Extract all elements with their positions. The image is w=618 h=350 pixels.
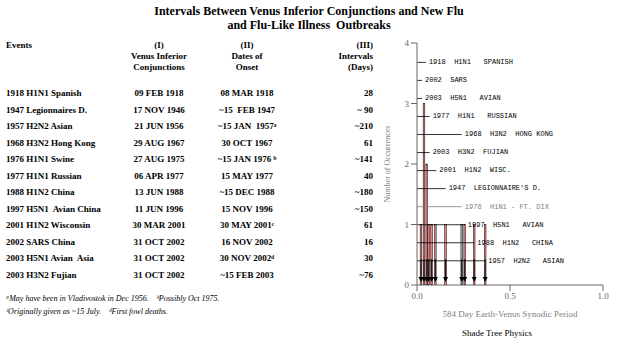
html-text:31 OCT 2002: 31 OCT 2002 xyxy=(133,236,185,247)
html-text:30 MAY 2001ᶜ: 30 MAY 2001ᶜ xyxy=(219,220,275,230)
svg-text:1947 LEGIONNAIRE'S D.: 1947 LEGIONNAIRE'S D. xyxy=(449,184,541,192)
html-text:~ 90: ~ 90 xyxy=(357,104,373,115)
html-text:Venus Inferior: Venus Inferior xyxy=(131,51,187,61)
svg-text:2002 SARS: 2002 SARS xyxy=(425,76,467,84)
svg-text:0.0: 0.0 xyxy=(411,291,423,301)
html-text:31 OCT 2002: 31 OCT 2002 xyxy=(133,269,185,280)
html-text:13 JUN 1988: 13 JUN 1988 xyxy=(134,187,184,197)
html-text:30 MAR 2001: 30 MAR 2001 xyxy=(132,220,186,230)
html-text:16 NOV 2002: 16 NOV 2002 xyxy=(221,236,273,247)
svg-text:0.5: 0.5 xyxy=(504,291,516,301)
html-text:27 AUG 1975: 27 AUG 1975 xyxy=(133,154,185,164)
svg-text:2003 H3N2 FUJIAN: 2003 H3N2 FUJIAN xyxy=(433,148,509,156)
html-text:17 NOV 1946: 17 NOV 1946 xyxy=(133,104,185,115)
html-text:~15 DEC 1988: ~15 DEC 1988 xyxy=(219,187,275,197)
html-text:(III): (III) xyxy=(356,40,373,50)
html-text:21 JUN 1956: 21 JUN 1956 xyxy=(134,121,184,131)
html-text:30 NOV 2002ᵈ: 30 NOV 2002ᵈ xyxy=(219,253,275,263)
svg-text:1.0: 1.0 xyxy=(597,291,609,301)
html-text:~76: ~76 xyxy=(359,269,373,280)
html-text:ᵃMay have been in Vladivostok: ᵃMay have been in Vladivostok in Dec 195… xyxy=(6,294,220,303)
html-text:1976 H1N1 Swine: 1976 H1N1 Swine xyxy=(6,154,74,164)
html-text:61: 61 xyxy=(364,137,373,148)
html-text:(II): (II) xyxy=(240,40,254,50)
html-text:61: 61 xyxy=(364,220,373,230)
html-text:1988 H1N2 China: 1988 H1N2 China xyxy=(6,187,75,197)
html-text:09 FEB 1918: 09 FEB 1918 xyxy=(134,88,184,98)
svg-text:3: 3 xyxy=(405,99,410,109)
html-text:08 MAR 1918: 08 MAR 1918 xyxy=(220,88,274,98)
html-text:Events: Events xyxy=(6,40,32,50)
html-text:15 NOV 1996: 15 NOV 1996 xyxy=(221,203,273,214)
svg-text:2001 H1N2 WISC.: 2001 H1N2 WISC. xyxy=(439,166,510,174)
svg-text:2003 H5N1 AVIAN: 2003 H5N1 AVIAN xyxy=(425,94,501,102)
html-text:31 OCT 2002: 31 OCT 2002 xyxy=(133,253,185,263)
html-text:29 AUG 1967: 29 AUG 1967 xyxy=(133,137,185,148)
html-text:~210: ~210 xyxy=(354,121,373,131)
html-text:1918 H1N1 Spanish: 1918 H1N1 Spanish xyxy=(6,88,82,98)
html-text:2003 H3N2 Fujian: 2003 H3N2 Fujian xyxy=(6,269,77,280)
svg-text:1957 H2N2 ASIAN: 1957 H2N2 ASIAN xyxy=(488,257,564,265)
html-text:and Flu-Like Illness Outbreaks: and Flu-Like Illness Outbreaks xyxy=(227,18,391,32)
svg-text:1: 1 xyxy=(405,220,410,230)
svg-text:Number of Occurrences: Number of Occurrences xyxy=(383,126,392,203)
svg-text:584 Day Earth-Venus Synodic Pe: 584 Day Earth-Venus Synodic Period xyxy=(443,309,578,319)
html-text:~141: ~141 xyxy=(354,154,373,164)
html-text:2002 SARS China: 2002 SARS China xyxy=(6,236,75,247)
html-text:ᶜOriginally given as ~15 July.: ᶜOriginally given as ~15 July. ᵈFirst fo… xyxy=(6,307,168,316)
html-text:1977 H1N1 Russian: 1977 H1N1 Russian xyxy=(6,170,82,181)
svg-text:1988 H1N2 CHINA: 1988 H1N2 CHINA xyxy=(477,239,553,247)
svg-text:1997 H5N1 AVIAN: 1997 H5N1 AVIAN xyxy=(468,221,544,229)
html-text:Dates of: Dates of xyxy=(231,51,263,61)
html-text:(I): (I) xyxy=(154,40,164,50)
svg-text:1977 H1N1 RUSSIAN: 1977 H1N1 RUSSIAN xyxy=(433,112,517,120)
html-text:15 MAY 1977: 15 MAY 1977 xyxy=(221,170,273,181)
svg-text:1918 H1N1 SPANISH: 1918 H1N1 SPANISH xyxy=(429,58,513,66)
html-text:Onset: Onset xyxy=(235,62,259,72)
html-text:~150: ~150 xyxy=(354,203,373,214)
html-text:40: 40 xyxy=(364,170,373,181)
html-text:1957 H2N2 Asian: 1957 H2N2 Asian xyxy=(6,121,73,131)
html-text:1968 H3N2 Hong Kong: 1968 H3N2 Hong Kong xyxy=(6,137,96,148)
html-text:~15 JAN 1957ᵃ: ~15 JAN 1957ᵃ xyxy=(217,121,277,131)
html-text:(Days): (Days) xyxy=(348,62,373,72)
html-text:Intervals: Intervals xyxy=(338,51,373,61)
html-text:1947 Legionnaires D.: 1947 Legionnaires D. xyxy=(6,104,88,115)
html-text:Conjunctions: Conjunctions xyxy=(133,62,185,72)
html-text:Intervals Between Venus Inferi: Intervals Between Venus Inferior Conjunc… xyxy=(154,4,464,18)
html-text:16: 16 xyxy=(364,236,373,247)
html-text:2001 H1N2 Wisconsin: 2001 H1N2 Wisconsin xyxy=(6,220,91,230)
svg-text:4: 4 xyxy=(405,38,410,48)
svg-text:0: 0 xyxy=(405,280,410,290)
svg-text:2: 2 xyxy=(405,159,410,169)
svg-text:1968 H3N2 HONG KONG: 1968 H3N2 HONG KONG xyxy=(465,130,553,138)
html-text:2003 H5N1 Avian Asia: 2003 H5N1 Avian Asia xyxy=(6,253,94,263)
html-text:~15 FEB 1947: ~15 FEB 1947 xyxy=(219,104,275,115)
html-text:28: 28 xyxy=(364,88,373,98)
html-text:~15 FEB 2003: ~15 FEB 2003 xyxy=(220,269,274,280)
html-text:1997 H5N1 Avian China: 1997 H5N1 Avian China xyxy=(6,203,101,214)
html-text:11 JUN 1996: 11 JUN 1996 xyxy=(134,203,184,214)
svg-text:1976 H1N1 - FT. DIX: 1976 H1N1 - FT. DIX xyxy=(465,203,550,211)
html-text:~180: ~180 xyxy=(354,187,373,197)
html-text:Shade Tree Physics: Shade Tree Physics xyxy=(462,328,532,338)
html-text:30: 30 xyxy=(364,253,373,263)
html-text:06 APR 1977: 06 APR 1977 xyxy=(134,170,184,181)
html-text:~15 JAN 1976 ᵇ: ~15 JAN 1976 ᵇ xyxy=(217,154,277,164)
html-text:30 OCT 1967: 30 OCT 1967 xyxy=(221,137,273,148)
